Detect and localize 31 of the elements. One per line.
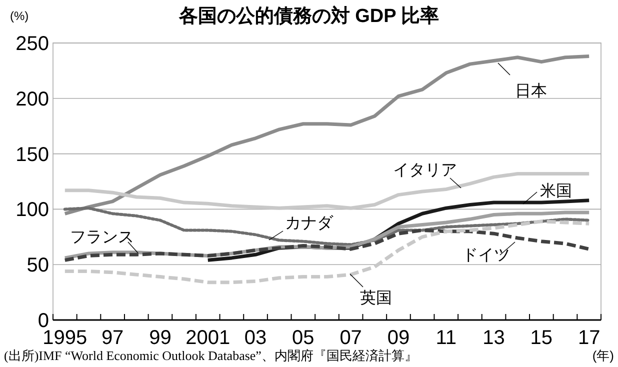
x-axis-title: (年) bbox=[592, 348, 614, 363]
series-label: カナダ bbox=[285, 215, 334, 232]
x-tick-label: 05 bbox=[292, 327, 314, 349]
chart-title: 各国の公的債務の対 GDP 比率 bbox=[178, 5, 440, 27]
line-series bbox=[63, 54, 591, 216]
text: (出所)IMF “World Economic Outlook Database”、内閣府『国民経済計算』 bbox=[4, 348, 418, 363]
series-label: 米国 bbox=[540, 182, 572, 200]
series-label: 英国 bbox=[360, 289, 392, 307]
x-tick-label: 17 bbox=[578, 327, 600, 349]
y-tick-label: 200 bbox=[16, 88, 49, 110]
y-axis-title: (%) bbox=[10, 9, 29, 23]
line-series bbox=[63, 206, 591, 246]
x-tick-label: 1995 bbox=[42, 327, 88, 349]
series-label: ドイツ bbox=[462, 247, 510, 264]
x-tick-label: 15 bbox=[530, 327, 553, 349]
x-tick-label: 07 bbox=[340, 327, 362, 349]
x-tick-label: 11 bbox=[436, 327, 457, 349]
series-label: イタリア bbox=[393, 162, 457, 179]
x-tick-label: 99 bbox=[149, 327, 172, 349]
series-label: 日本 bbox=[515, 82, 547, 100]
x-tick-label: 03 bbox=[244, 327, 267, 349]
y-tick-label: 250 bbox=[16, 33, 49, 55]
line-series bbox=[63, 228, 591, 262]
x-tick-label: 2001 bbox=[186, 327, 230, 349]
y-tick-label: 150 bbox=[16, 144, 49, 166]
y-tick-label: 50 bbox=[26, 254, 49, 277]
series-label: フランス bbox=[70, 229, 134, 246]
x-tick-label: 97 bbox=[101, 327, 124, 349]
x-tick-label: 13 bbox=[482, 327, 505, 349]
y-tick-label: 100 bbox=[16, 199, 49, 222]
x-tick-label: 09 bbox=[387, 327, 410, 349]
